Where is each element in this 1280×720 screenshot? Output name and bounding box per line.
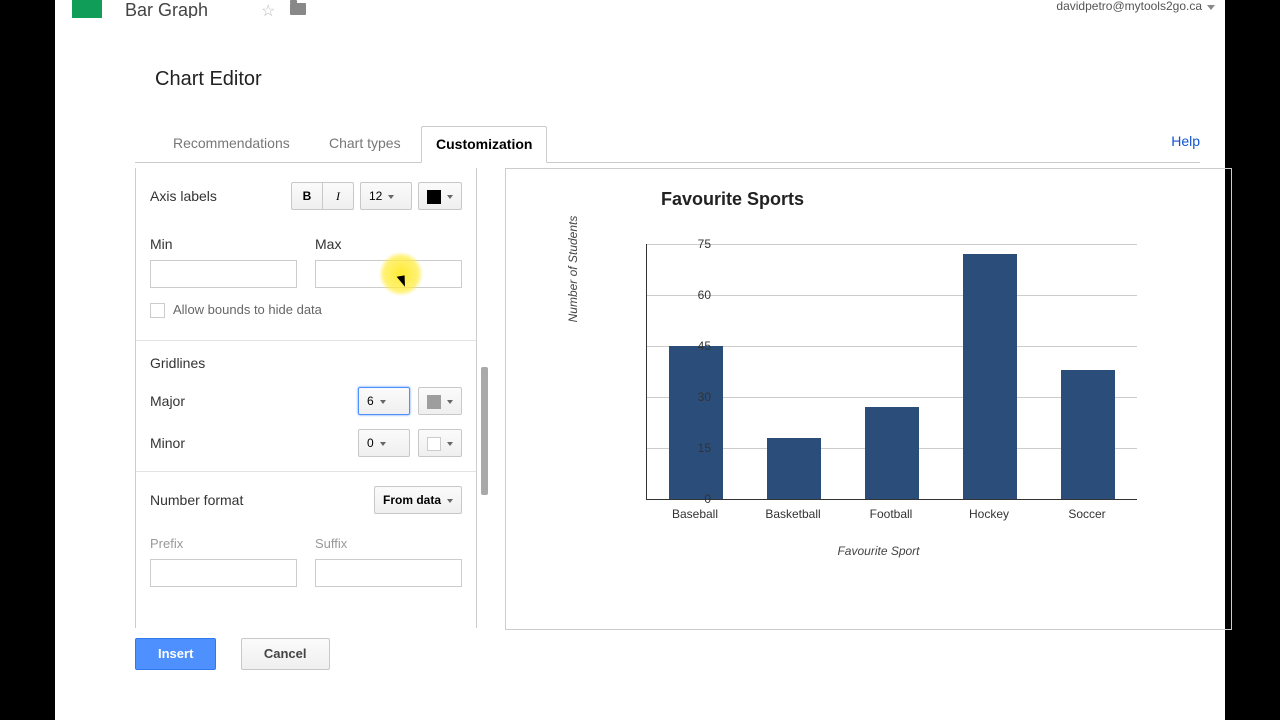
suffix-label: Suffix	[315, 536, 462, 551]
folder-icon[interactable]	[290, 3, 306, 15]
x-tick-label: Football	[846, 507, 936, 521]
y-tick-label: 30	[671, 390, 711, 404]
suffix-input[interactable]	[315, 559, 462, 587]
prefix-label: Prefix	[150, 536, 297, 551]
tab-bar: Recommendations Chart types Customizatio…	[135, 126, 1200, 163]
help-link[interactable]: Help	[1171, 133, 1200, 149]
chart-bar	[963, 254, 1017, 499]
allow-bounds-checkbox[interactable]	[150, 303, 165, 318]
chart-bar	[669, 346, 723, 499]
italic-button[interactable]: I	[322, 182, 354, 210]
dialog-title: Chart Editor	[155, 68, 262, 91]
axis-label-color-select[interactable]	[418, 182, 462, 210]
major-gridlines-color[interactable]	[418, 387, 462, 415]
max-label: Max	[315, 236, 462, 252]
app-logo	[72, 0, 102, 18]
tab-chart-types[interactable]: Chart types	[315, 126, 415, 161]
chart-bar	[865, 407, 919, 499]
chart-title: Favourite Sports	[661, 189, 1211, 210]
chart-y-axis-label: Number of Students	[566, 169, 580, 369]
customization-panel: Axis labels B I 12 Min Max	[135, 168, 477, 628]
x-tick-label: Basketball	[748, 507, 838, 521]
y-tick-label: 75	[671, 237, 711, 251]
chart-x-axis-label: Favourite Sport	[546, 544, 1211, 558]
min-input[interactable]	[150, 260, 297, 288]
major-gridlines-label: Major	[150, 393, 358, 409]
panel-scrollbar[interactable]	[481, 367, 488, 495]
x-tick-label: Soccer	[1042, 507, 1132, 521]
tab-customization[interactable]: Customization	[421, 126, 547, 163]
number-format-select[interactable]: From data	[374, 486, 462, 514]
tab-recommendations[interactable]: Recommendations	[159, 126, 304, 161]
chart-editor-dialog: Chart Editor Recommendations Chart types…	[85, 18, 1215, 710]
gridlines-heading: Gridlines	[150, 355, 462, 371]
y-tick-label: 0	[671, 492, 711, 506]
minor-gridlines-label: Minor	[150, 435, 358, 451]
chart-bar	[1061, 370, 1115, 499]
y-tick-label: 45	[671, 339, 711, 353]
chart-preview: Favourite Sports Number of Students 0 15 3…	[505, 168, 1232, 630]
chart-plot-area	[646, 244, 1137, 500]
font-size-select[interactable]: 12	[360, 182, 412, 210]
y-tick-label: 60	[671, 288, 711, 302]
x-tick-label: Baseball	[650, 507, 740, 521]
y-tick-label: 15	[671, 441, 711, 455]
insert-button[interactable]: Insert	[135, 638, 216, 670]
number-format-heading: Number format	[150, 492, 374, 508]
allow-bounds-label: Allow bounds to hide data	[173, 302, 322, 317]
account-menu[interactable]: davidpetro@mytools2go.ca	[1056, 0, 1215, 13]
bold-button[interactable]: B	[291, 182, 323, 210]
minor-gridlines-color[interactable]	[418, 429, 462, 457]
major-gridlines-select[interactable]: 6	[358, 387, 410, 415]
x-tick-label: Hockey	[944, 507, 1034, 521]
cancel-button[interactable]: Cancel	[241, 638, 330, 670]
prefix-input[interactable]	[150, 559, 297, 587]
min-label: Min	[150, 236, 297, 252]
axis-labels-heading: Axis labels	[150, 188, 291, 204]
minor-gridlines-select[interactable]: 0	[358, 429, 410, 457]
chart-bar	[767, 438, 821, 499]
